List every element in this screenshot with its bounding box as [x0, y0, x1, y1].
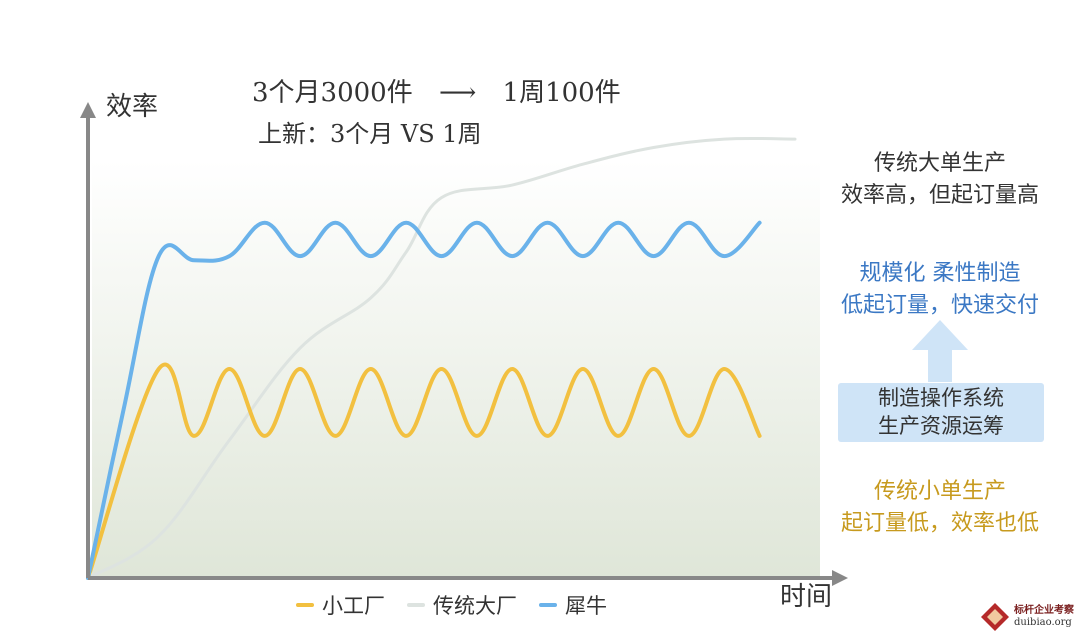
watermark-line-1: 标杆企业考察	[1014, 605, 1074, 616]
legend-item-xiniu: 犀牛	[539, 590, 607, 620]
headline-line-2: 上新：3个月 VS 1周	[258, 120, 482, 148]
legend-item-small: 小工厂	[296, 590, 385, 620]
watermark-line-2: duibiao.org	[1014, 617, 1072, 628]
legend-item-big: 传统大厂	[407, 590, 517, 620]
y-axis-arrow	[80, 102, 96, 118]
flexible-title: 规模化 柔性制造	[859, 261, 1021, 286]
big-factory-annotation: 传统大单生产 效率高，但起订量高	[820, 148, 1060, 212]
plot-background	[92, 160, 820, 578]
logo-diamond-icon	[981, 603, 1009, 631]
big-factory-desc: 效率高，但起订量高	[840, 183, 1039, 208]
legend-swatch-small	[296, 603, 314, 607]
arrow-up-icon	[912, 320, 968, 382]
legend-label-big: 传统大厂	[433, 594, 517, 618]
watermark-logo: 标杆企业考察 duibiao.org	[980, 602, 1074, 632]
big-factory-title: 传统大单生产	[873, 151, 1006, 176]
series-line-xiniu	[86, 220, 762, 580]
small-factory-annotation: 传统小单生产 起订量低，效率也低	[820, 476, 1060, 540]
os-box: 制造操作系统 生产资源运筹	[838, 383, 1044, 442]
flexible-desc: 低起订量，快速交付	[840, 293, 1039, 318]
legend-label-small: 小工厂	[322, 594, 385, 618]
series-line-big-factory	[86, 136, 797, 580]
legend-label-xiniu: 犀牛	[565, 594, 607, 618]
headline-line-1: 3个月3000件 ⟶ 1周100件	[252, 72, 621, 109]
headline-left: 3个月3000件	[252, 78, 413, 108]
flexible-annotation: 规模化 柔性制造 低起订量，快速交付	[820, 258, 1060, 322]
headline-right: 1周100件	[502, 78, 621, 108]
arrow-right-icon: ⟶	[438, 78, 477, 108]
legend-swatch-big	[407, 603, 425, 607]
series-line-small-factory	[86, 362, 762, 580]
os-box-line-1: 制造操作系统	[878, 386, 1004, 410]
small-factory-desc: 起订量低，效率也低	[840, 511, 1039, 536]
small-factory-title: 传统小单生产	[873, 479, 1006, 504]
x-axis-arrow	[832, 570, 848, 586]
os-box-line-2: 生产资源运筹	[878, 414, 1004, 438]
legend: 小工厂 传统大厂 犀牛	[296, 590, 607, 620]
y-axis-label: 效率	[106, 92, 159, 122]
x-axis-label: 时间	[780, 582, 833, 612]
legend-swatch-xiniu	[539, 603, 557, 607]
